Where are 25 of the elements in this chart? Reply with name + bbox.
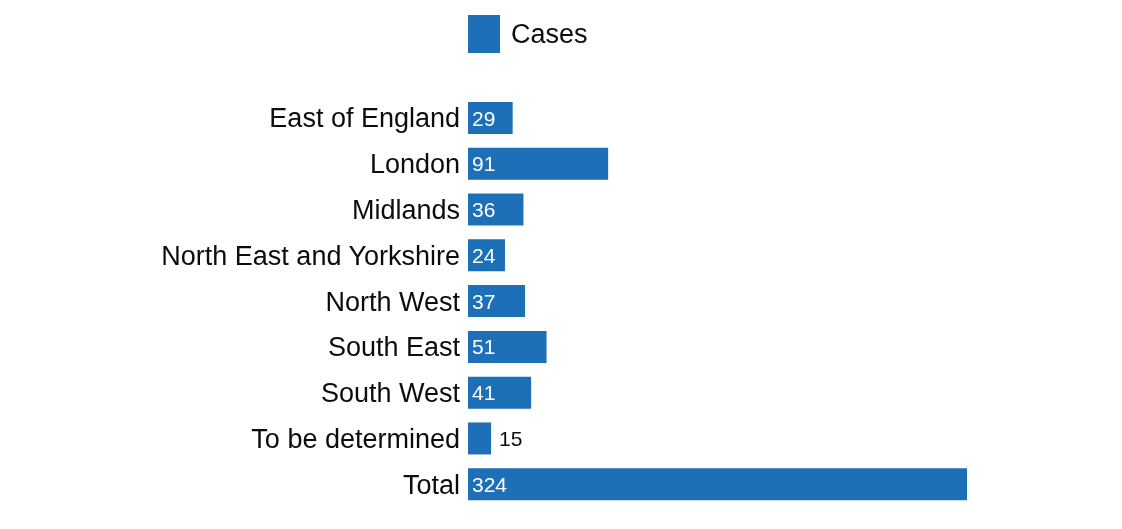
y-tick-label: South West [320, 378, 461, 409]
data-label: 37 [472, 289, 496, 313]
data-label: 324 [472, 472, 508, 496]
data-label: 91 [472, 152, 496, 176]
bar [468, 422, 492, 455]
data-label: 51 [472, 335, 496, 359]
y-tick-label: To be determined [251, 423, 460, 454]
y-tick-label: North West [325, 286, 461, 317]
legend-label: Cases [511, 18, 588, 50]
y-tick-label: North East and Yorkshire [161, 240, 460, 271]
y-tick-label: Midlands [351, 195, 460, 226]
y-tick-label: London [369, 149, 460, 180]
bar [468, 376, 532, 409]
data-label: 24 [472, 243, 496, 267]
data-label: 29 [472, 106, 496, 130]
y-tick-label: South East [327, 332, 461, 363]
data-label: 36 [472, 198, 496, 222]
bar [468, 147, 609, 180]
y-tick-label: Total [402, 469, 460, 500]
bar [468, 285, 525, 318]
bar [468, 468, 967, 501]
data-label: 15 [499, 426, 523, 450]
bar [468, 330, 547, 363]
data-label: 41 [472, 381, 496, 405]
y-tick-label: East of England [269, 103, 460, 134]
